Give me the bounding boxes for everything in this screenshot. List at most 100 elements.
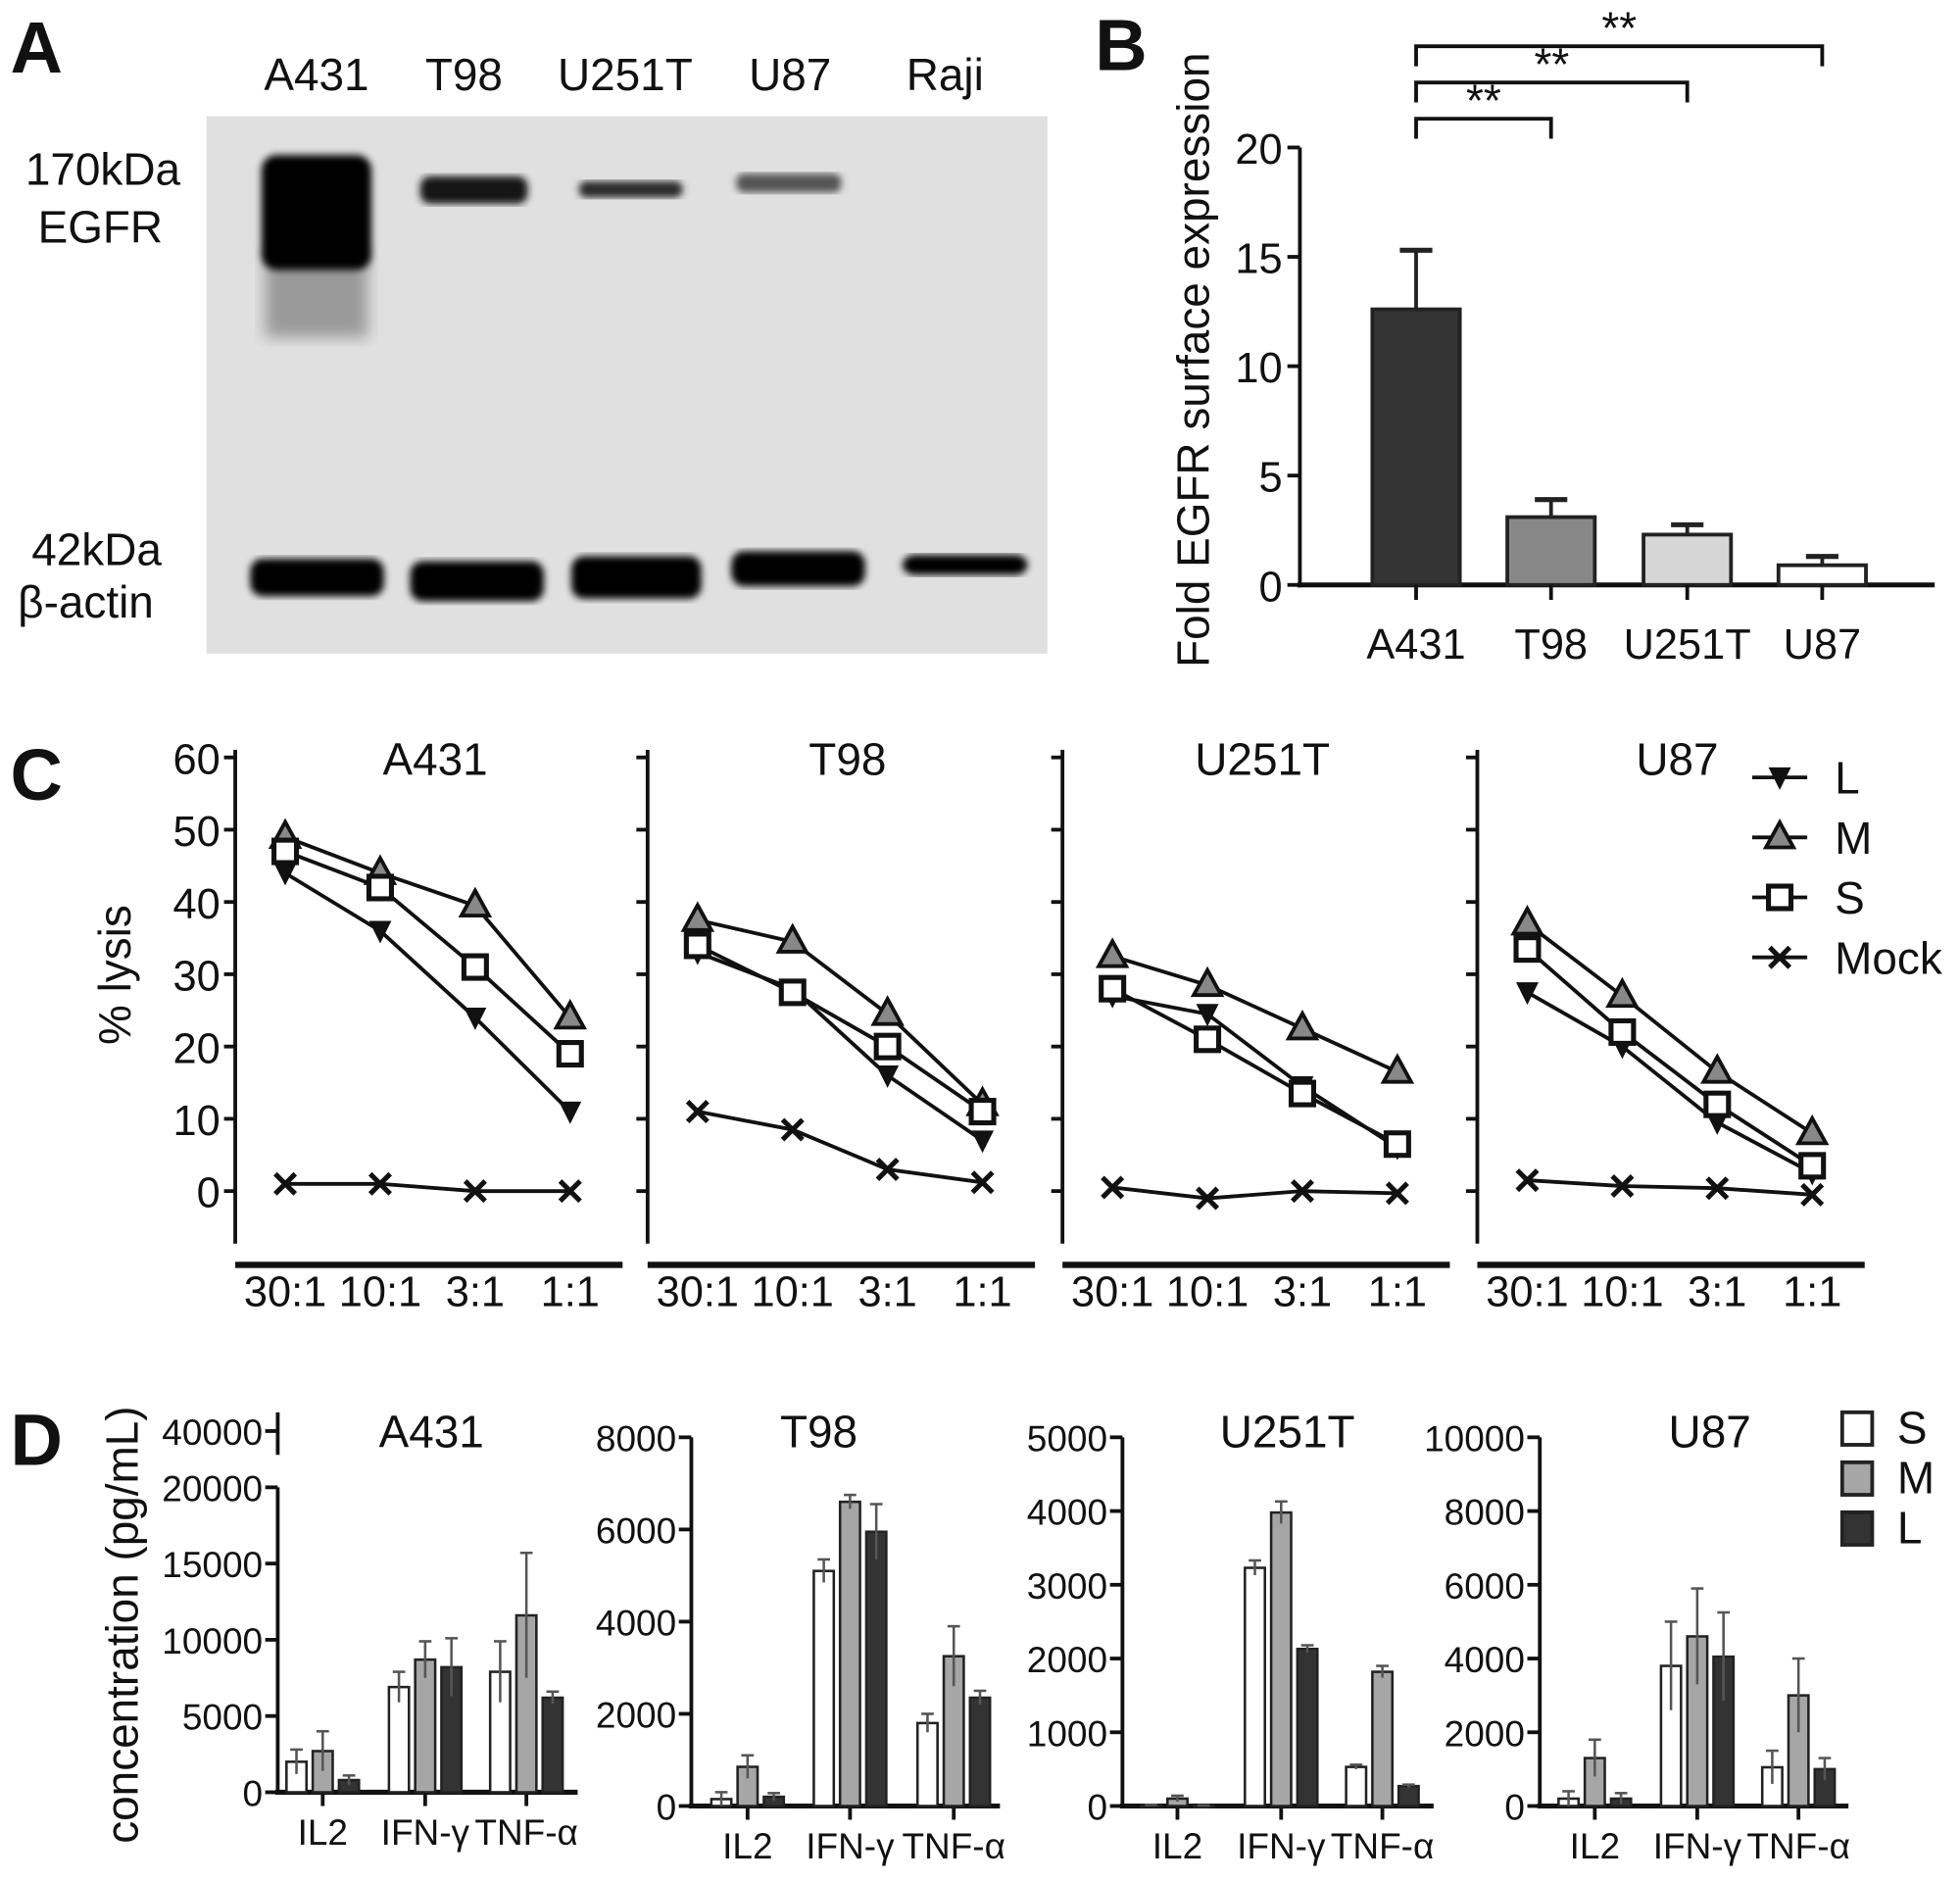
marker-protein-label: EGFR (38, 201, 163, 252)
y-tick-label: 6000 (1445, 1566, 1525, 1607)
y-tick-label: 40000 (162, 1412, 263, 1453)
y-tick-label: 3000 (1027, 1566, 1107, 1607)
marker-x (1800, 1182, 1825, 1207)
subplot-title: U87 (1669, 1407, 1751, 1458)
marker-up-triangle (1510, 905, 1544, 936)
y-tick-label: 1000 (1027, 1713, 1107, 1754)
x-tick-label: 30:1 (1486, 1268, 1568, 1315)
y-tick-label: 40 (173, 881, 220, 928)
y-tick-label: 20 (173, 1025, 220, 1072)
bar-L (864, 1530, 888, 1807)
x-tick-label: IL2 (298, 1812, 348, 1853)
x-tick-label: TNF-α (1746, 1826, 1850, 1866)
marker-down-triangle (1196, 1004, 1219, 1027)
significance-bracket (1414, 117, 1553, 139)
y-tick-label: 0 (1258, 564, 1282, 611)
series-line-L (284, 871, 572, 1114)
bar-S (1244, 1566, 1266, 1807)
y-tick-label: 10000 (1424, 1418, 1525, 1459)
marker-x (1196, 1186, 1220, 1211)
x-tick-label: IFN-γ (806, 1826, 895, 1866)
lysis-subplot-T98: T98 30:1 10:1 3:1 1:1 (636, 734, 1036, 1315)
marker-x (1768, 945, 1792, 969)
y-tick-label: 10000 (162, 1621, 263, 1661)
bar-L (1396, 1784, 1420, 1807)
legend-swatch (1839, 1410, 1875, 1447)
marker-down-triangle (368, 920, 392, 944)
x-tick-label: TNF-α (474, 1812, 578, 1853)
series-line-M (697, 917, 984, 1107)
x-tick-label: 3:1 (1273, 1268, 1332, 1315)
actin-band (571, 556, 702, 599)
series-line-Mock (1111, 1185, 1397, 1201)
y-tick-label: 10 (173, 1098, 220, 1145)
actin-band (902, 555, 1028, 575)
series-line-M (1111, 954, 1398, 1074)
panel-a-western-blot: A431 T98 U251T U87 Raji 170kDa EGFR 42kDaβ-acti… (18, 49, 1048, 654)
y-tick-label: 4000 (596, 1603, 676, 1643)
marker-up-triangle (1605, 976, 1640, 1009)
bar-S (1345, 1765, 1368, 1807)
subplot-title: U251T (1195, 734, 1330, 785)
y-tick-label: 2000 (1027, 1640, 1107, 1680)
series-line-S (284, 849, 572, 1056)
marker-square (968, 1098, 997, 1126)
series-line-S (1526, 947, 1814, 1167)
x-tick-label: 3:1 (858, 1268, 917, 1315)
marker-square (1383, 1130, 1411, 1159)
y-tick-label: 0 (1087, 1788, 1107, 1828)
panel-letter-c: C (11, 734, 63, 816)
legend-label: Mock (1835, 932, 1943, 983)
legend-item-Mock: Mock (1752, 932, 1943, 983)
x-tick-label: 1:1 (541, 1268, 600, 1315)
significance-label: ** (1601, 3, 1637, 54)
x-tick-label: A431 (1366, 621, 1465, 668)
actin-band (250, 558, 384, 597)
lysis-subplot-A431: 0 10 20 30 40 50 60 A431 30:1 10:1 3:1 1:1 (173, 734, 623, 1315)
y-tick-label: 5 (1258, 455, 1282, 502)
egfr-band (736, 173, 842, 193)
lane-label: T98 (425, 49, 503, 100)
marker-down-triangle (559, 1101, 582, 1124)
lane-label: Raji (906, 49, 984, 100)
egfr-band (578, 180, 683, 198)
bar-S (915, 1721, 939, 1807)
bar-S (387, 1685, 411, 1794)
marker-up-triangle (775, 922, 809, 954)
series-line-M (1526, 921, 1814, 1135)
lysis-subplot-U87: U87 30:1 10:1 3:1 1:1 (1466, 734, 1865, 1315)
x-tick-label: TNF-α (902, 1826, 1005, 1866)
y-tick-label: 8000 (1445, 1493, 1525, 1533)
marker-x (368, 1171, 392, 1196)
panel-c-lysis-charts: 0 10 20 30 40 50 60 A431 30:1 10:1 3:1 1:1 T98 30:1 10… (89, 734, 1943, 1316)
y-tick-label: 2000 (596, 1695, 676, 1735)
series-line-Mock (1527, 1178, 1813, 1197)
lane-label: U251T (558, 49, 693, 100)
subplot-title: U87 (1636, 734, 1718, 785)
actin-band (731, 551, 865, 587)
marker-square (271, 837, 300, 866)
marker-x (1515, 1168, 1540, 1193)
egfr-band (419, 175, 528, 204)
x-tick-label: IFN-γ (381, 1812, 470, 1853)
bar-L (968, 1696, 992, 1807)
y-tick-label: 60 (173, 736, 220, 783)
bar-L (541, 1696, 564, 1794)
y-tick-label: 5000 (182, 1698, 263, 1738)
bar (1505, 515, 1597, 587)
lysis-subplot-U251T: U251T 30:1 10:1 3:1 1:1 (1051, 734, 1450, 1315)
y-tick-label: 4000 (1445, 1640, 1525, 1680)
x-tick-label: 10:1 (1581, 1268, 1663, 1315)
marker-x (875, 1158, 900, 1182)
marker-down-triangle (971, 1130, 995, 1154)
x-tick-label: 10:1 (1166, 1268, 1249, 1315)
x-tick-label: 1:1 (953, 1268, 1011, 1315)
legend-label: S (1897, 1403, 1928, 1454)
marker-up-triangle (680, 901, 715, 932)
x-tick-label: 1:1 (1783, 1268, 1841, 1315)
cytokine-subplot-T98: 0 2000 4000 6000 8000 T98 IL2 IFN-γ TNF-α (596, 1407, 1005, 1867)
marker-square (1798, 1152, 1827, 1180)
marker-square (461, 953, 489, 981)
